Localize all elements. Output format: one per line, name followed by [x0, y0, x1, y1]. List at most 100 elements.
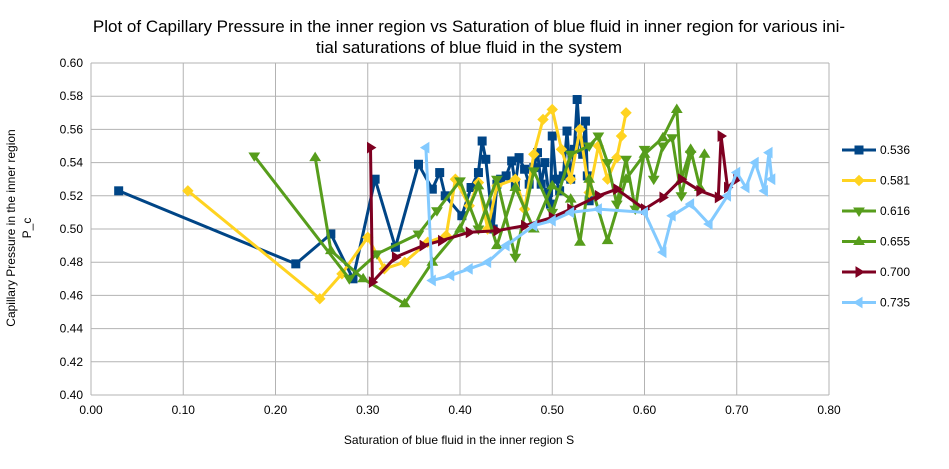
y-tick-label: 0.54	[60, 156, 84, 170]
data-point	[580, 116, 590, 126]
data-point	[564, 150, 577, 161]
data-point	[454, 223, 466, 233]
data-point	[657, 142, 669, 152]
legend-label: 0.735	[880, 296, 910, 310]
data-point	[438, 234, 448, 247]
data-point	[670, 103, 683, 113]
x-axis-label: Saturation of blue fluid in the inner re…	[344, 433, 574, 447]
data-point	[500, 239, 510, 252]
data-point	[855, 266, 865, 278]
data-point	[677, 173, 688, 186]
data-point	[248, 152, 261, 162]
data-point	[481, 154, 491, 164]
data-point	[721, 189, 732, 202]
data-point	[309, 151, 322, 162]
data-point	[592, 203, 602, 215]
data-point	[758, 184, 768, 197]
series-line	[253, 134, 693, 281]
y-tick-label: 0.48	[60, 255, 84, 269]
data-point	[730, 166, 741, 179]
data-point	[444, 269, 455, 282]
data-point	[391, 251, 402, 264]
data-point	[454, 177, 466, 187]
data-point	[601, 234, 614, 245]
data-point	[490, 175, 503, 186]
data-point	[574, 236, 586, 246]
data-point	[413, 159, 423, 169]
x-tick-label: 0.70	[725, 403, 749, 417]
data-point	[703, 218, 713, 230]
data-point	[493, 224, 503, 237]
data-point	[853, 207, 865, 217]
data-point	[509, 181, 522, 191]
legend-label: 0.700	[880, 265, 910, 279]
data-point	[620, 173, 632, 183]
data-point	[546, 214, 556, 227]
data-point	[564, 206, 575, 219]
series-layer	[114, 95, 776, 308]
data-point	[368, 276, 379, 289]
x-tick-label: 0.40	[448, 403, 472, 417]
x-tick-label: 0.00	[79, 403, 103, 417]
data-point	[472, 179, 485, 190]
legend-label: 0.616	[880, 204, 910, 218]
legend-label: 0.536	[880, 143, 910, 157]
data-point	[666, 134, 679, 144]
y-tick-label: 0.44	[60, 322, 84, 336]
data-point	[481, 256, 492, 269]
data-point	[638, 148, 651, 158]
data-point	[371, 250, 383, 260]
data-point	[546, 103, 558, 116]
x-tick-label: 0.60	[633, 403, 657, 417]
data-point	[463, 262, 473, 275]
data-point	[521, 219, 531, 232]
y-tick-label: 0.52	[60, 189, 84, 203]
data-point	[638, 206, 648, 219]
data-point	[426, 274, 436, 287]
y-axis-label-line-2: P_c	[20, 218, 34, 239]
x-tick-label: 0.10	[172, 403, 196, 417]
axes: 0.40 0.42 0.44 0.46 0.48 0.50 0.52 0.54 0.56 0.58…	[60, 56, 841, 417]
data-point	[763, 146, 773, 159]
data-point	[398, 297, 411, 308]
data-point	[613, 183, 623, 196]
data-point	[853, 174, 865, 187]
data-point	[615, 130, 628, 142]
y-tick-label: 0.42	[60, 355, 84, 369]
y-tick-label: 0.40	[60, 388, 84, 402]
data-point	[419, 239, 430, 252]
x-tick-label: 0.20	[264, 403, 288, 417]
data-point	[620, 107, 632, 119]
data-point	[853, 235, 865, 245]
data-point	[659, 191, 669, 204]
data-point	[527, 167, 540, 177]
data-point	[314, 293, 326, 305]
chart-title-line-2: tial saturations of blue fluid in the sy…	[316, 38, 622, 57]
data-point	[853, 296, 863, 309]
data-point	[657, 131, 669, 142]
y-axis-label-line-1: Capillary Pressure in the inner region	[4, 129, 18, 326]
y-tick-label: 0.60	[60, 56, 84, 70]
data-point	[412, 230, 425, 240]
data-point	[465, 226, 476, 239]
data-point	[854, 145, 864, 155]
data-point	[398, 256, 411, 268]
data-point	[527, 219, 538, 232]
data-point	[714, 191, 725, 204]
y-tick-label: 0.50	[60, 222, 84, 236]
data-point	[620, 155, 632, 166]
data-point	[501, 171, 511, 181]
data-point	[601, 159, 614, 169]
data-point	[324, 244, 337, 255]
data-point	[540, 158, 550, 168]
data-point	[182, 185, 194, 197]
data-point	[477, 136, 487, 146]
data-point	[740, 181, 750, 194]
data-point	[367, 141, 377, 154]
data-point	[509, 253, 522, 264]
data-point	[765, 173, 776, 186]
data-point	[583, 173, 596, 183]
legend: 0.536 0.581 0.616 0.655 0.700 0.735	[842, 143, 910, 310]
data-point	[291, 259, 301, 269]
